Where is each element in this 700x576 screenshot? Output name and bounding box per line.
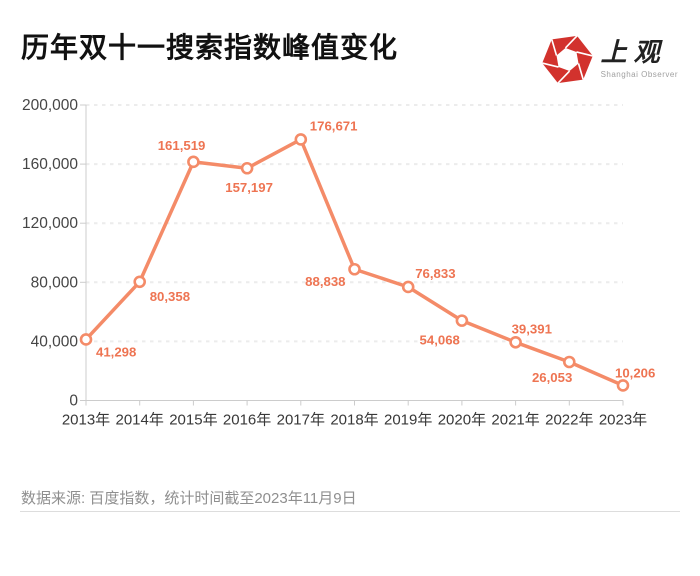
y-axis-label: 160,000 [22,156,78,173]
page-title: 历年双十一搜索指数峰值变化 [21,32,399,63]
data-point-marker [79,333,93,346]
x-axis-label: 2014年 [116,412,164,429]
data-point-label: 39,391 [512,321,552,336]
x-axis-label: 2016年 [223,412,271,429]
x-axis-label: 2018年 [330,412,378,429]
y-axis-label: 200,000 [22,97,78,114]
line-chart: 0 40,000 80,000 120,000 160,000 200,000 2013年 2… [22,97,655,429]
data-point-label: 26,053 [532,370,572,385]
logo-subtitle: Shanghai Observer [600,69,678,79]
data-point-marker [133,275,146,289]
data-point-label: 76,833 [415,266,455,281]
y-axis-label: 120,000 [22,215,78,232]
shanghai-observer-logo: 上观 Shanghai Observer [541,33,678,86]
data-point-marker [401,280,415,294]
x-axis-label: 2020年 [438,412,486,429]
y-axis-label: 0 [69,393,78,410]
x-axis-label: 2022年 [545,412,593,429]
data-point-marker [455,314,469,327]
series-line [84,137,625,388]
data-point-label: 176,671 [310,118,358,133]
data-point-label: 80,358 [150,289,190,304]
data-point-label: 161,519 [158,138,206,153]
footer-divider [20,511,680,512]
y-axis-label: 40,000 [31,333,79,350]
x-axis-label: 2017年 [277,412,325,429]
x-axis-label: 2021年 [491,412,539,429]
x-axis-label: 2013年 [62,412,110,429]
x-axis-label: 2015年 [169,412,217,429]
x-axis-label: 2019年 [384,412,432,429]
y-axis-label: 80,000 [31,274,79,291]
data-point-label: 157,197 [225,180,273,195]
data-point-label: 41,298 [96,344,136,359]
data-point-marker [616,379,630,392]
data-point-label: 10,206 [615,365,655,380]
source-note: 数据来源: 百度指数，统计时间截至2023年11月9日 [21,490,357,507]
data-point-marker [509,335,522,349]
aperture-logo-icon [541,35,593,84]
data-point-marker [562,355,576,369]
data-point-marker [187,155,200,169]
logo-text: 上观 Shanghai Observer [600,38,678,79]
data-point-marker [240,161,254,175]
data-point-marker [294,133,308,146]
data-point-marker [348,262,361,276]
data-point-label: 88,838 [305,274,345,289]
data-point-label: 54,068 [420,333,460,348]
logo-name: 上观 [600,38,667,69]
x-axis-label: 2023年 [599,412,647,429]
